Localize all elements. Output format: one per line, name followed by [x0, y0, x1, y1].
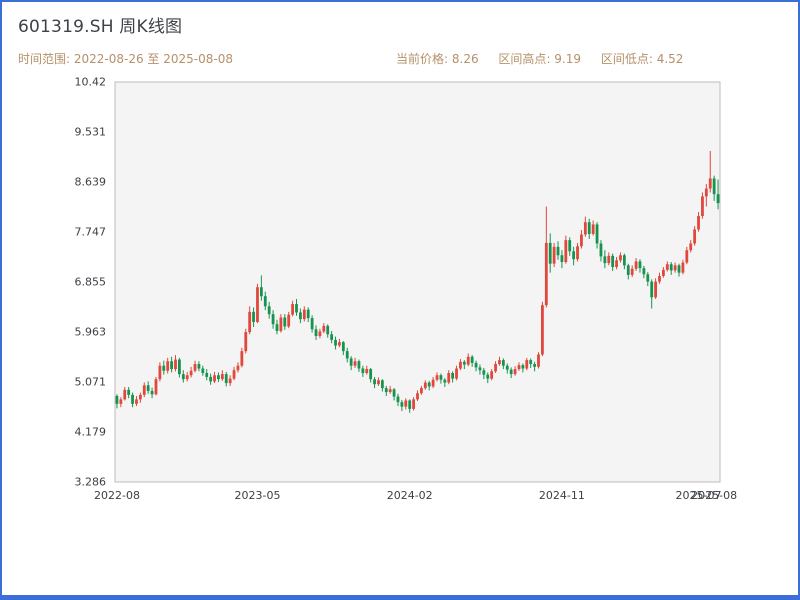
stat-current-price: 当前价格8.26 [396, 52, 479, 66]
svg-text:2022-08: 2022-08 [94, 489, 140, 502]
svg-text:2023-05: 2023-05 [235, 489, 281, 502]
svg-text:9.531: 9.531 [75, 125, 107, 138]
stat-range-high: 区间高点9.19 [498, 52, 581, 66]
stat-range-low: 区间低点4.52 [601, 52, 684, 66]
svg-text:10.42: 10.42 [75, 76, 107, 89]
svg-text:6.855: 6.855 [75, 275, 107, 288]
stat-range-low-value: 4.52 [656, 52, 684, 66]
svg-text:3.286: 3.286 [75, 476, 107, 489]
svg-text:2024-11: 2024-11 [539, 489, 585, 502]
stat-range-high-label: 区间高点 [498, 52, 554, 66]
time-range-label: 时间范围: 2022-08-26 至 2025-08-08 [18, 52, 233, 66]
stat-current-price-label: 当前价格 [396, 52, 452, 66]
svg-text:7.747: 7.747 [75, 225, 107, 238]
svg-text:4.179: 4.179 [75, 425, 107, 438]
svg-text:2025-08: 2025-08 [691, 489, 737, 502]
page-title: 601319.SH 周K线图 [18, 17, 183, 37]
svg-text:2025-07: 2025-07 [676, 489, 722, 502]
svg-text:2024-02: 2024-02 [387, 489, 433, 502]
stat-current-price-value: 8.26 [451, 52, 479, 66]
stat-range-high-value: 9.19 [554, 52, 582, 66]
svg-text:5.071: 5.071 [75, 375, 107, 388]
price-stats: 当前价格8.26 区间高点9.19 区间低点4.52 [396, 50, 699, 67]
svg-text:5.963: 5.963 [75, 325, 107, 338]
svg-text:8.639: 8.639 [75, 175, 107, 188]
stat-range-low-label: 区间低点 [601, 52, 657, 66]
